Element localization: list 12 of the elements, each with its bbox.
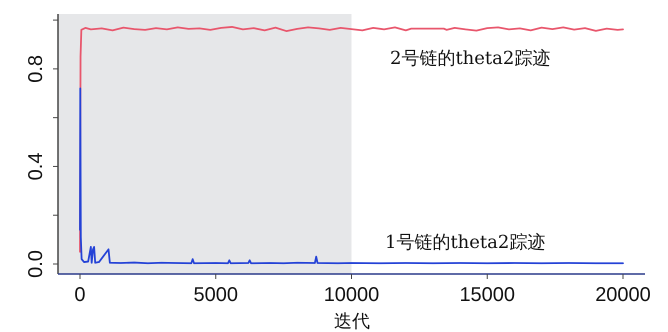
x-tick-label: 5000 bbox=[193, 284, 238, 306]
x-axis-title: 迭代 bbox=[334, 311, 370, 332]
line-series bbox=[79, 87, 624, 264]
y-tick-label: 0.8 bbox=[25, 54, 47, 83]
x-tick-label: 15000 bbox=[459, 284, 516, 306]
y-tick-label: 0.0 bbox=[25, 250, 47, 278]
annotation: 1号链的theta2踪迹 bbox=[385, 232, 546, 253]
x-tick-label: 20000 bbox=[595, 284, 651, 306]
y-tick-label: 0.4 bbox=[25, 152, 47, 180]
x-tick-label: 0 bbox=[74, 284, 86, 306]
annotation: 2号链的theta2踪迹 bbox=[390, 48, 550, 69]
x-tick-label: 10000 bbox=[324, 284, 380, 306]
